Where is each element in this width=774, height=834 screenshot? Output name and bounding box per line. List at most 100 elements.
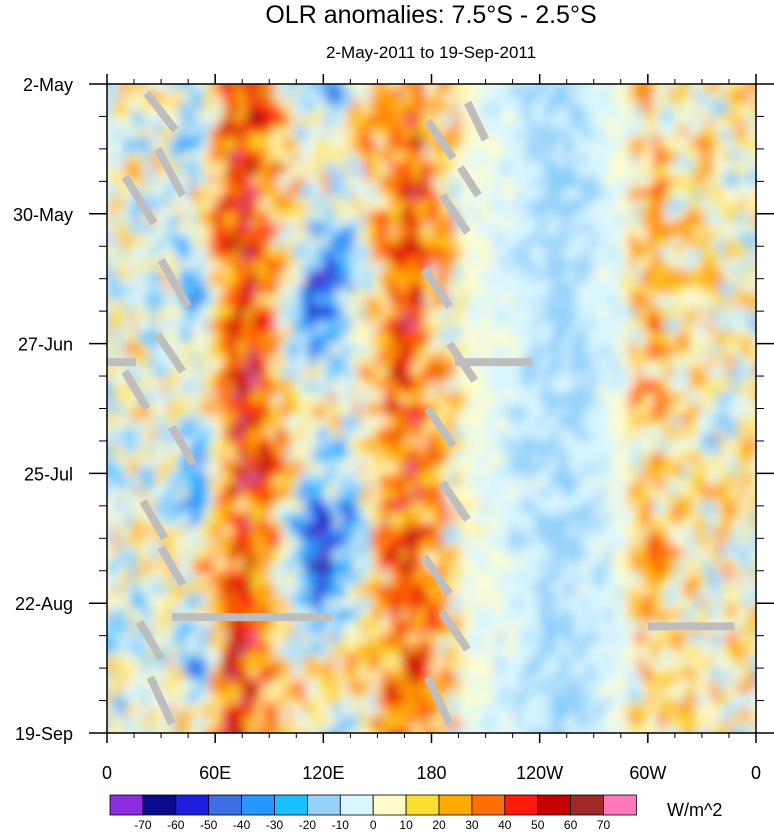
heatmap-cell (245, 263, 252, 269)
heatmap-cell (143, 198, 150, 204)
heatmap-cell (305, 78, 312, 84)
heatmap-cell (209, 103, 216, 109)
heatmap-cell (443, 273, 450, 279)
heatmap-cell (527, 128, 534, 134)
heatmap-cell (509, 203, 516, 209)
heatmap-cell (281, 113, 288, 119)
heatmap-cell (107, 178, 114, 184)
heatmap-cell (641, 88, 648, 94)
heatmap-cell (557, 168, 564, 174)
heatmap-cell (335, 258, 342, 264)
heatmap-cell (761, 183, 768, 189)
heatmap-cell (191, 103, 198, 109)
heatmap-cell (629, 203, 636, 209)
heatmap-cell (305, 148, 312, 154)
heatmap-cell (659, 84, 666, 89)
heatmap-cell (707, 143, 714, 149)
heatmap-cell (347, 138, 354, 144)
heatmap-cell (737, 268, 744, 274)
heatmap-cell (221, 88, 228, 94)
heatmap-cell (443, 223, 450, 229)
heatmap-cell (197, 283, 204, 289)
heatmap-cell (275, 118, 282, 124)
heatmap-cell (671, 273, 678, 279)
heatmap-cell (401, 108, 408, 114)
heatmap-cell (737, 278, 744, 284)
heatmap-cell (437, 118, 444, 124)
heatmap-cell (347, 288, 354, 294)
heatmap-cell (683, 228, 690, 234)
heatmap-cell (311, 158, 318, 164)
heatmap-cell (527, 193, 534, 199)
heatmap-cell (245, 188, 252, 194)
heatmap-cell (623, 88, 630, 94)
heatmap-cell (533, 103, 540, 109)
heatmap-cell (353, 208, 360, 214)
heatmap-cell (419, 213, 426, 219)
heatmap-cell (209, 133, 216, 139)
heatmap-cell (215, 263, 222, 269)
heatmap-cell (311, 143, 318, 149)
heatmap-cell (629, 278, 636, 284)
heatmap-cell (587, 108, 594, 114)
heatmap-cell (143, 153, 150, 159)
heatmap-cell (149, 233, 156, 239)
heatmap-cell (647, 238, 654, 244)
heatmap-cell (599, 98, 606, 104)
heatmap-cell (611, 128, 618, 134)
heatmap-cell (539, 118, 546, 124)
heatmap-cell (305, 233, 312, 239)
heatmap-cell (665, 123, 672, 129)
heatmap-cell (263, 113, 270, 119)
heatmap-cell (299, 253, 306, 259)
heatmap-cell (293, 223, 300, 229)
heatmap-cell (377, 208, 384, 214)
heatmap-cell (419, 183, 426, 189)
heatmap-cell (653, 223, 660, 229)
heatmap-cell (161, 173, 168, 179)
heatmap-cell (569, 128, 576, 134)
heatmap-cell (569, 268, 576, 274)
heatmap-cell (629, 148, 636, 154)
heatmap-cell (497, 98, 504, 104)
heatmap-cell (119, 288, 126, 294)
heatmap-cell (305, 263, 312, 269)
heatmap-cell (677, 173, 684, 179)
heatmap-cell (563, 253, 570, 259)
heatmap-cell (401, 273, 408, 279)
heatmap-cell (383, 133, 390, 139)
heatmap-cell (641, 158, 648, 164)
heatmap-cell (275, 98, 282, 104)
heatmap-cell (581, 178, 588, 184)
heatmap-cell (677, 143, 684, 149)
heatmap-cell (761, 153, 768, 159)
heatmap-cell (515, 128, 522, 134)
heatmap-cell (605, 168, 612, 174)
heatmap-cell (629, 258, 636, 264)
heatmap-cell (413, 173, 420, 179)
heatmap-cell (713, 183, 720, 189)
heatmap-cell (737, 218, 744, 224)
heatmap-cell (365, 243, 372, 249)
heatmap-cell (599, 148, 606, 154)
heatmap-cell (611, 173, 618, 179)
heatmap-cell (401, 208, 408, 214)
heatmap-cell (629, 138, 636, 144)
heatmap-cell (749, 108, 756, 114)
heatmap-cell (137, 158, 144, 164)
heatmap-cell (245, 298, 252, 304)
heatmap-cell (221, 108, 228, 114)
heatmap-cell (167, 153, 174, 159)
heatmap-cell (179, 198, 186, 204)
heatmap-cell (167, 133, 174, 139)
heatmap-cell (347, 208, 354, 214)
heatmap-cell (689, 113, 696, 119)
heatmap-cell (515, 113, 522, 119)
heatmap-cell (491, 208, 498, 214)
heatmap-cell (749, 98, 756, 104)
heatmap-cell (401, 88, 408, 94)
heatmap-cell (719, 143, 726, 149)
heatmap-cell (353, 298, 360, 304)
heatmap-cell (605, 88, 612, 94)
heatmap-cell (665, 263, 672, 269)
